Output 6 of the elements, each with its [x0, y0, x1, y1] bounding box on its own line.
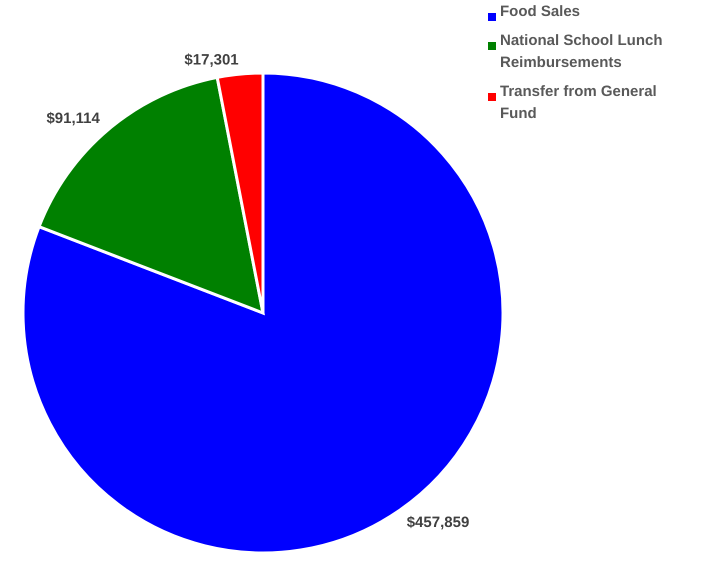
data-label: $17,301 [184, 52, 239, 69]
data-label: $91,114 [46, 110, 101, 127]
legend-label: Transfer from General Fund [500, 82, 658, 124]
legend-label: Food Sales [500, 2, 582, 22]
legend-label: National School Lunch Reimbursements [500, 31, 664, 73]
data-label: $457,859 [406, 514, 470, 531]
